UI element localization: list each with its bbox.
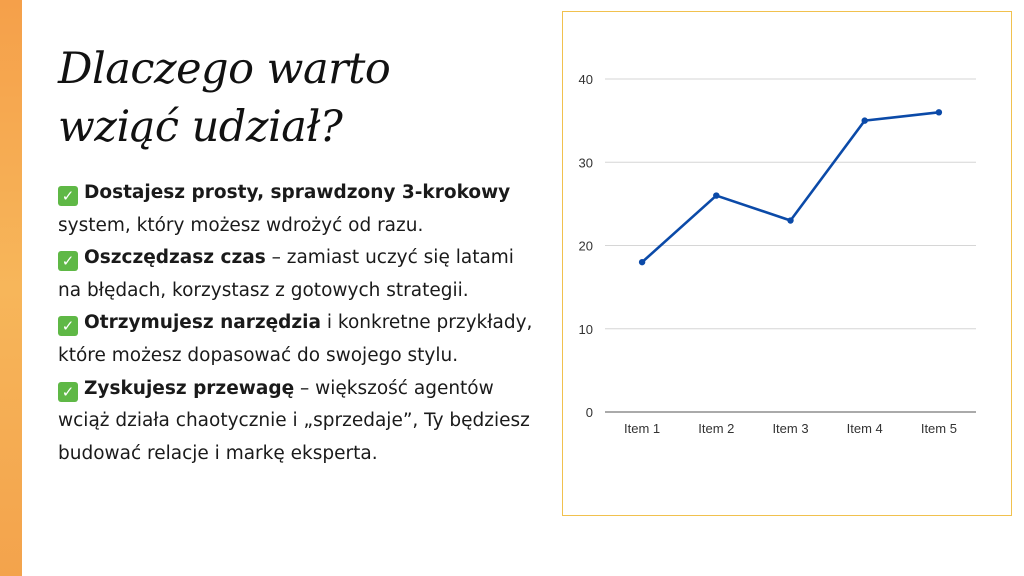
benefit-item: ✓ Dostajesz prosty, sprawdzony 3-krokowy … (58, 177, 540, 242)
data-point (935, 109, 943, 116)
benefit-bold: Otrzymujesz narzędzia (84, 312, 322, 334)
y-tick-label: 40 (579, 72, 593, 87)
series-line (640, 111, 941, 264)
x-tick-label: Item 5 (921, 421, 957, 436)
y-tick-label: 0 (586, 405, 593, 420)
y-tick-label: 20 (579, 239, 593, 254)
title-line-2: wziąć udział? (58, 102, 343, 152)
page-title: Dlaczego warto wziąć udział? (58, 40, 538, 156)
line-chart: 0 10 20 30 40 Item 1 Item 2 Item 3 Item 4 Item 5 (579, 72, 976, 436)
y-tick-label: 30 (579, 155, 593, 170)
benefit-text: i konkretne przykłady, które możesz dopa… (58, 312, 533, 366)
y-tick-label: 10 (579, 322, 593, 337)
data-point (638, 258, 646, 266)
check-icon: ✓ (58, 251, 78, 272)
benefit-item: ✓ Otrzymujesz narzędzia i konkretne przyk… (58, 307, 540, 372)
benefit-bold: Zyskujesz przewagę (84, 377, 295, 399)
chart-frame: 0 10 20 30 40 Item 1 Item 2 Item 3 Item 4 Item 5 (562, 11, 1012, 516)
data-point (861, 117, 868, 124)
benefit-item: ✓ Zyskujesz przewagę – większość agentów … (58, 373, 540, 471)
x-tick-label: Item 4 (847, 421, 883, 436)
check-icon: ✓ (58, 186, 78, 206)
check-icon: ✓ (58, 316, 78, 337)
benefit-item: ✓ Oszczędzasz czas – zamiast uczyć się la… (58, 242, 540, 307)
data-point (787, 217, 794, 224)
benefit-bold: Oszczędzasz czas (84, 247, 266, 269)
title-line-1: Dlaczego warto (58, 44, 391, 94)
x-tick-label: Item 3 (772, 421, 808, 436)
data-point (713, 192, 720, 199)
x-tick-label: Item 1 (624, 421, 660, 436)
accent-bar (0, 0, 22, 576)
check-icon: ✓ (58, 381, 78, 402)
benefit-bold: Dostajesz prosty, sprawdzony 3-krokowy (84, 182, 511, 203)
benefit-text: – zamiast uczyć się latami na błędach, k… (58, 247, 514, 301)
benefit-text: system, który możesz wdrożyć od razu. (58, 214, 424, 236)
x-tick-label: Item 2 (698, 421, 734, 436)
benefit-list: ✓ Dostajesz prosty, sprawdzony 3-krokowy … (58, 177, 540, 470)
benefit-text: – większość agentów wciąż działa chaotyc… (58, 377, 530, 464)
